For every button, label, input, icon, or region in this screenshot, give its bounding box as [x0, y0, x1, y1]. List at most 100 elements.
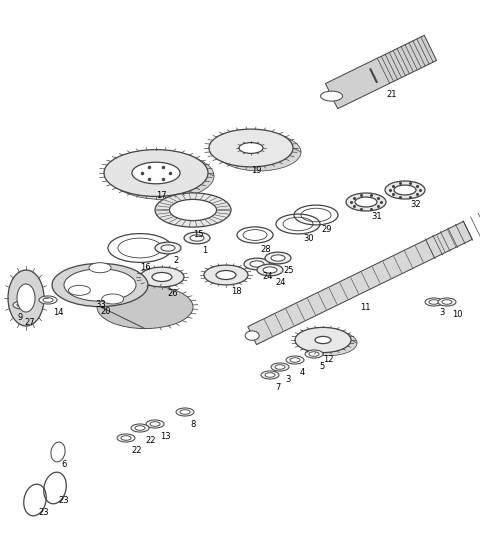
Text: 31: 31: [371, 212, 382, 221]
Text: 19: 19: [251, 166, 262, 175]
Ellipse shape: [442, 300, 452, 304]
Ellipse shape: [295, 328, 351, 353]
Ellipse shape: [355, 197, 377, 207]
Ellipse shape: [131, 424, 149, 432]
Ellipse shape: [89, 263, 111, 273]
Ellipse shape: [271, 255, 285, 261]
Text: 32: 32: [410, 200, 420, 209]
Text: 21: 21: [386, 90, 396, 99]
Ellipse shape: [161, 245, 175, 251]
Ellipse shape: [261, 371, 279, 379]
Ellipse shape: [110, 153, 214, 199]
Ellipse shape: [301, 330, 357, 355]
Ellipse shape: [245, 331, 259, 340]
Text: 22: 22: [131, 446, 142, 455]
Ellipse shape: [239, 143, 263, 153]
Polygon shape: [325, 35, 437, 109]
Text: 2: 2: [173, 256, 178, 265]
Ellipse shape: [184, 232, 210, 244]
Text: 6: 6: [61, 460, 66, 469]
Text: 24: 24: [275, 278, 286, 287]
Ellipse shape: [250, 261, 264, 267]
Ellipse shape: [39, 296, 57, 304]
Text: 5: 5: [319, 362, 324, 371]
Ellipse shape: [216, 271, 236, 280]
Text: 9: 9: [17, 313, 22, 322]
Text: 24: 24: [262, 272, 273, 281]
Ellipse shape: [190, 235, 204, 241]
Ellipse shape: [43, 298, 53, 302]
Text: 11: 11: [360, 303, 371, 312]
Text: 33: 33: [95, 300, 106, 309]
Ellipse shape: [176, 408, 194, 416]
Text: 22: 22: [145, 436, 156, 445]
Ellipse shape: [180, 410, 190, 414]
Ellipse shape: [263, 267, 277, 273]
Ellipse shape: [315, 336, 331, 344]
Ellipse shape: [64, 269, 136, 301]
Text: 16: 16: [140, 263, 151, 272]
Ellipse shape: [204, 265, 248, 285]
Ellipse shape: [217, 133, 301, 171]
Text: 15: 15: [193, 230, 204, 239]
Ellipse shape: [271, 363, 289, 371]
Ellipse shape: [17, 303, 27, 307]
Ellipse shape: [97, 285, 193, 329]
Text: 30: 30: [303, 234, 313, 243]
Text: 20: 20: [100, 307, 110, 316]
Text: 7: 7: [275, 383, 280, 392]
Text: 23: 23: [38, 508, 48, 517]
Ellipse shape: [286, 356, 304, 364]
Ellipse shape: [257, 264, 283, 276]
Ellipse shape: [394, 185, 416, 195]
Polygon shape: [248, 222, 472, 345]
Ellipse shape: [69, 285, 90, 295]
Ellipse shape: [135, 426, 145, 430]
Ellipse shape: [425, 298, 443, 306]
Ellipse shape: [146, 420, 164, 428]
Ellipse shape: [8, 270, 44, 326]
Ellipse shape: [169, 199, 216, 221]
Ellipse shape: [209, 129, 293, 167]
Ellipse shape: [121, 436, 131, 440]
Ellipse shape: [265, 252, 291, 264]
Text: 3: 3: [439, 308, 444, 317]
Text: 12: 12: [323, 355, 334, 364]
Ellipse shape: [309, 352, 319, 356]
Ellipse shape: [305, 350, 323, 358]
Ellipse shape: [152, 272, 172, 281]
Ellipse shape: [13, 301, 31, 309]
Text: 26: 26: [167, 289, 178, 298]
Text: 14: 14: [53, 308, 63, 317]
Ellipse shape: [155, 193, 231, 227]
Ellipse shape: [102, 294, 124, 304]
Ellipse shape: [104, 150, 208, 197]
Ellipse shape: [321, 91, 343, 101]
Text: 18: 18: [231, 287, 241, 296]
Ellipse shape: [150, 422, 160, 426]
Ellipse shape: [385, 181, 425, 199]
Ellipse shape: [155, 242, 181, 254]
Text: 13: 13: [160, 432, 170, 441]
Text: 17: 17: [156, 191, 167, 200]
Text: 4: 4: [300, 368, 305, 377]
Ellipse shape: [346, 193, 386, 211]
Text: 23: 23: [58, 496, 69, 505]
Text: 25: 25: [283, 266, 293, 275]
Text: 8: 8: [190, 420, 195, 429]
Ellipse shape: [244, 258, 270, 270]
Text: 27: 27: [24, 318, 35, 327]
Ellipse shape: [429, 300, 439, 304]
Text: 10: 10: [452, 310, 463, 319]
Ellipse shape: [132, 162, 180, 184]
Ellipse shape: [438, 298, 456, 306]
Ellipse shape: [265, 373, 275, 377]
Ellipse shape: [17, 284, 35, 312]
Text: 3: 3: [285, 375, 290, 384]
Text: 29: 29: [321, 225, 332, 234]
Ellipse shape: [275, 365, 285, 369]
Ellipse shape: [290, 358, 300, 362]
Text: 1: 1: [202, 246, 207, 255]
Ellipse shape: [52, 263, 148, 306]
Text: 28: 28: [260, 245, 271, 254]
